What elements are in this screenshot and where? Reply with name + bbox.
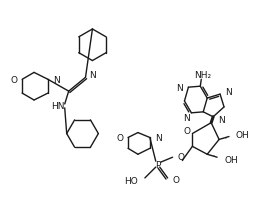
Text: ···: ··· (221, 134, 228, 143)
Text: O: O (116, 133, 123, 142)
Text: O: O (10, 75, 17, 84)
Text: O: O (177, 152, 185, 161)
Text: N: N (183, 114, 189, 123)
Text: N: N (155, 133, 161, 142)
Text: O: O (184, 126, 191, 135)
Text: P: P (155, 160, 160, 169)
Text: OH: OH (236, 130, 250, 139)
Text: N: N (89, 70, 96, 79)
Text: N: N (176, 83, 182, 92)
Text: HN: HN (51, 102, 65, 111)
Text: N: N (218, 116, 225, 125)
Text: HO: HO (124, 177, 138, 185)
Text: N: N (225, 87, 232, 96)
Text: O: O (173, 176, 180, 184)
Text: N: N (53, 75, 60, 84)
Text: OH: OH (224, 155, 238, 164)
Text: ···: ··· (209, 151, 216, 160)
Text: NH₂: NH₂ (194, 70, 211, 79)
